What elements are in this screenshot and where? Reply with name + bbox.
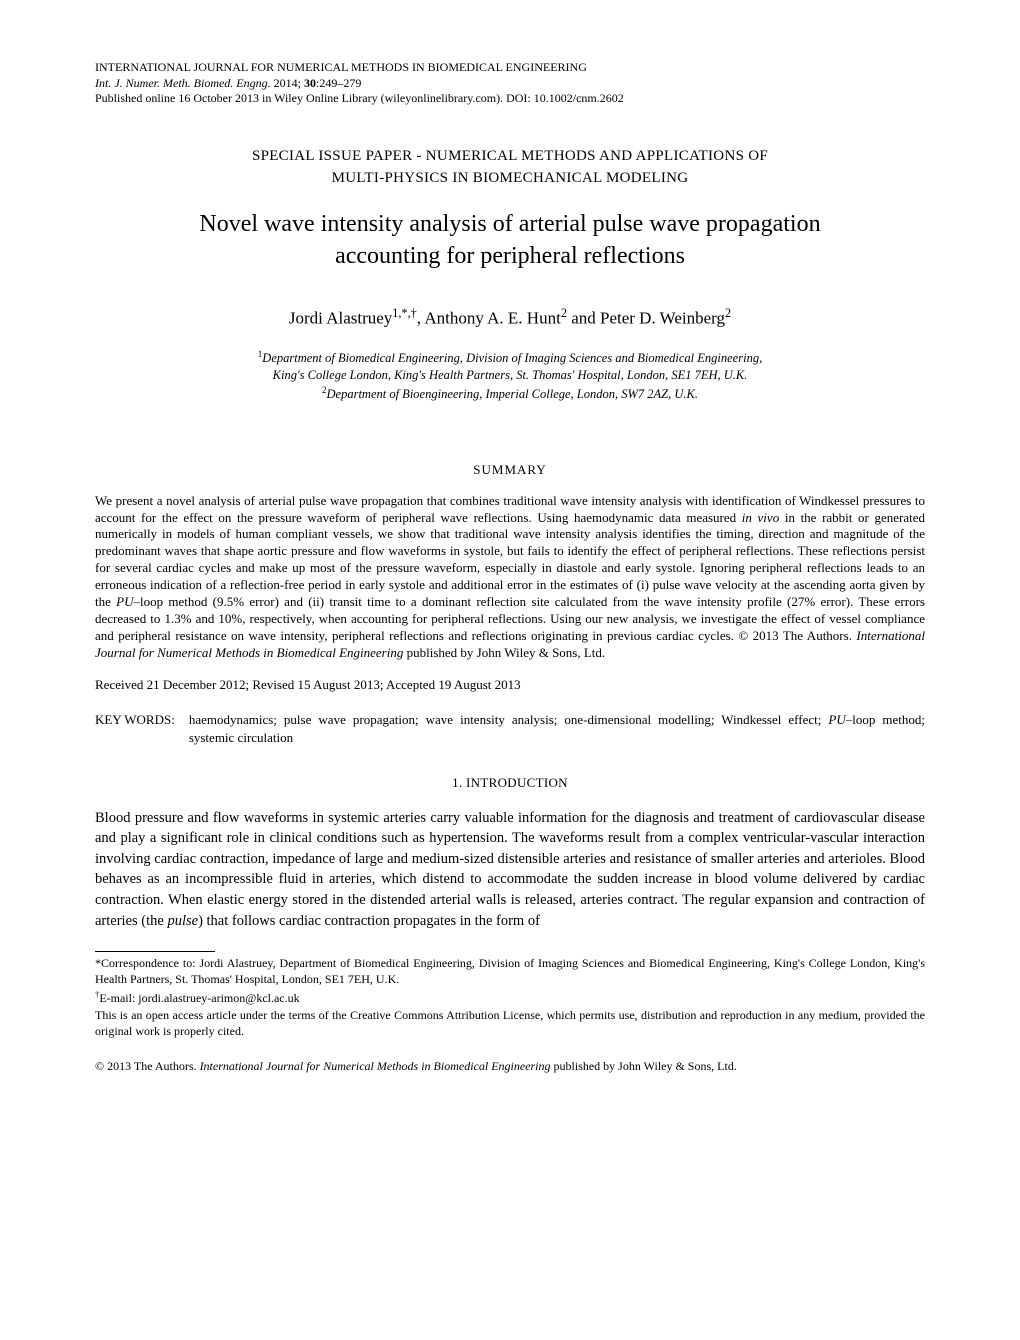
article-dates: Received 21 December 2012; Revised 15 Au…	[95, 676, 925, 694]
journal-volume: 30	[304, 76, 316, 90]
title-line2: accounting for peripheral reflections	[335, 243, 685, 269]
journal-pages: :249–279	[316, 76, 361, 90]
affiliations: 1Department of Biomedical Engineering, D…	[95, 348, 925, 403]
footnotes: *Correspondence to: Jordi Alastruey, Dep…	[95, 956, 925, 1039]
footnote-divider	[95, 951, 215, 952]
copyright-journal: International Journal for Numerical Meth…	[200, 1059, 551, 1073]
summary-heading: SUMMARY	[95, 461, 925, 479]
aff1-line2: King's College London, King's Health Par…	[273, 368, 748, 382]
author-2-name: , Anthony A. E. Hunt	[417, 308, 561, 327]
keywords-part1: haemodynamics; pulse wave propagation; w…	[189, 712, 829, 727]
copyright-part1: © 2013 The Authors.	[95, 1059, 200, 1073]
keywords-text: haemodynamics; pulse wave propagation; w…	[189, 711, 925, 746]
aff1-line1: Department of Biomedical Engineering, Di…	[262, 351, 762, 365]
journal-pub-info: Published online 16 October 2013 in Wile…	[95, 91, 925, 107]
author-1-sup: 1,*,†	[392, 306, 416, 320]
journal-citation: Int. J. Numer. Meth. Biomed. Engng. 2014…	[95, 76, 925, 92]
author-3-sup: 2	[725, 306, 731, 320]
summary-text: We present a novel analysis of arterial …	[95, 493, 925, 662]
author-3-name: and Peter D. Weinberg	[567, 308, 725, 327]
footnote-correspondence: *Correspondence to: Jordi Alastruey, Dep…	[95, 956, 925, 987]
footnote-email-text: E-mail: jordi.alastruey-arimon@kcl.ac.uk	[99, 991, 299, 1005]
journal-year: 2014;	[271, 76, 304, 90]
footnote-license: This is an open access article under the…	[95, 1008, 925, 1039]
journal-name-caps: INTERNATIONAL JOURNAL FOR NUMERICAL METH…	[95, 60, 925, 76]
aff2-text: Department of Bioengineering, Imperial C…	[327, 387, 699, 401]
summary-part3: –loop method (9.5% error) and (ii) trans…	[95, 594, 925, 643]
intro-part1: Blood pressure and flow waveforms in sys…	[95, 810, 925, 929]
title-line1: Novel wave intensity analysis of arteria…	[199, 211, 820, 237]
summary-part4: published by John Wiley & Sons, Ltd.	[403, 645, 605, 660]
keywords-pu: PU	[828, 712, 845, 727]
intro-text: Blood pressure and flow waveforms in sys…	[95, 808, 925, 931]
summary-pu: PU	[116, 594, 133, 609]
intro-pulse: pulse	[167, 913, 198, 929]
journal-abbrev: Int. J. Numer. Meth. Biomed. Engng.	[95, 76, 271, 90]
author-1-name: Jordi Alastruey	[289, 308, 392, 327]
special-issue-header: SPECIAL ISSUE PAPER - NUMERICAL METHODS …	[95, 145, 925, 190]
summary-invivo: in vivo	[742, 510, 779, 525]
footnote-email: †E-mail: jordi.alastruey-arimon@kcl.ac.u…	[95, 989, 925, 1006]
article-title: Novel wave intensity analysis of arteria…	[95, 208, 925, 273]
copyright: © 2013 The Authors. International Journa…	[95, 1059, 925, 1075]
journal-header: INTERNATIONAL JOURNAL FOR NUMERICAL METH…	[95, 60, 925, 107]
authors: Jordi Alastruey1,*,†, Anthony A. E. Hunt…	[95, 305, 925, 331]
intro-heading: 1. INTRODUCTION	[95, 774, 925, 792]
section-header-line2: MULTI-PHYSICS IN BIOMECHANICAL MODELING	[332, 170, 689, 186]
section-header-line1: SPECIAL ISSUE PAPER - NUMERICAL METHODS …	[252, 148, 768, 164]
intro-part2: ) that follows cardiac contraction propa…	[198, 913, 540, 929]
keywords-label: KEY WORDS:	[95, 711, 189, 746]
copyright-part2: published by John Wiley & Sons, Ltd.	[551, 1059, 737, 1073]
keywords: KEY WORDS: haemodynamics; pulse wave pro…	[95, 711, 925, 746]
